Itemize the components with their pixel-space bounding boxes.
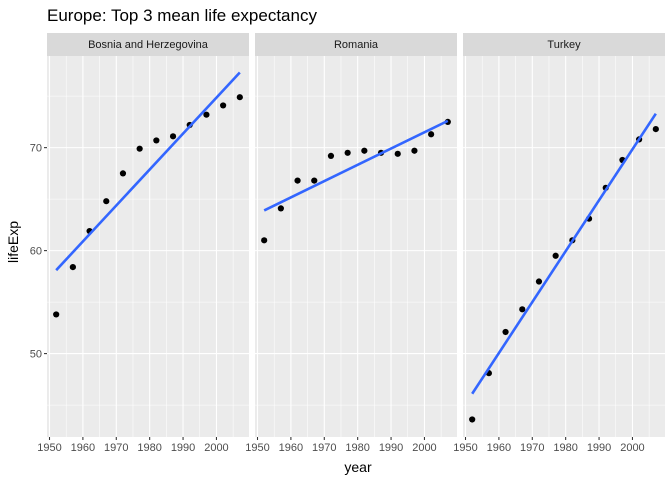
facet-panel: Romania 1950 1960 1970 1980 1990 2000 (245, 33, 457, 454)
data-point (428, 131, 435, 138)
x-tick-label: 1980 (137, 442, 161, 454)
x-tick-label: 1960 (487, 442, 511, 454)
y-axis-title: lifeExp (5, 221, 21, 263)
data-point (103, 198, 110, 205)
data-point (361, 147, 368, 154)
facet-strip-label: Bosnia and Herzegovina (88, 39, 209, 51)
data-point (53, 311, 60, 318)
regression-line (263, 119, 449, 212)
data-point (411, 147, 418, 154)
x-tick-label: 1960 (279, 442, 303, 454)
facet-strip-label: Turkey (547, 39, 581, 51)
data-point (153, 137, 160, 144)
regression-line (471, 112, 657, 395)
x-tick-label: 1990 (171, 442, 195, 454)
data-point (169, 133, 177, 140)
panel-background (463, 56, 665, 437)
facet-panel: Bosnia and Herzegovina 1950 1960 1970 1980 19… (37, 33, 249, 454)
x-tick-label: 2000 (204, 442, 228, 454)
data-point (236, 94, 243, 101)
data-point (136, 145, 143, 152)
y-tick-label: 60 (30, 246, 42, 258)
x-tick-label: 1980 (553, 442, 577, 454)
x-tick-label: 1970 (104, 442, 128, 454)
facet-strip (47, 33, 249, 56)
data-point (652, 126, 659, 133)
x-tick-label: 2000 (412, 442, 436, 454)
data-point (203, 111, 210, 118)
x-tick-label: 1950 (245, 442, 269, 454)
x-tick-label: 1970 (312, 442, 336, 454)
panel-background (255, 56, 457, 437)
facet-strip-label: Romania (334, 39, 379, 51)
data-point (552, 252, 559, 259)
x-tick-label: 1990 (587, 442, 611, 454)
plot-title: Europe: Top 3 mean life expectancy (47, 6, 317, 25)
facet-strip (255, 33, 457, 56)
x-tick-label: 1970 (520, 442, 544, 454)
facet-strip (463, 33, 665, 56)
data-point (220, 102, 227, 109)
data-point (469, 416, 476, 423)
data-point (502, 328, 509, 336)
y-tick-label: 50 (30, 349, 42, 361)
data-point (69, 263, 76, 271)
panel-background (47, 56, 249, 437)
x-tick-label: 1980 (345, 442, 369, 454)
x-axis-title: year (344, 459, 372, 475)
data-point (327, 152, 335, 159)
x-tick-label: 1960 (71, 442, 95, 454)
data-point (311, 177, 318, 184)
data-point (277, 205, 284, 212)
regression-line (55, 71, 241, 272)
x-tick-label: 2000 (620, 442, 644, 454)
data-point (294, 177, 301, 184)
facet-panels: 50 60 70 Bosnia and Herzegovina 1950 1960 1970… (30, 33, 665, 454)
data-point (119, 170, 127, 177)
y-tick-label: 70 (30, 143, 42, 155)
data-point (261, 237, 268, 244)
facet-panel: Turkey 1950 1960 1970 1980 1990 2000 (453, 33, 665, 454)
y-axis: 50 60 70 (30, 143, 47, 361)
data-point (344, 149, 351, 156)
data-point (519, 306, 526, 313)
x-tick-label: 1950 (37, 442, 61, 454)
data-point (535, 278, 543, 285)
data-point (394, 150, 401, 157)
x-tick-label: 1950 (453, 442, 477, 454)
x-tick-label: 1990 (379, 442, 403, 454)
